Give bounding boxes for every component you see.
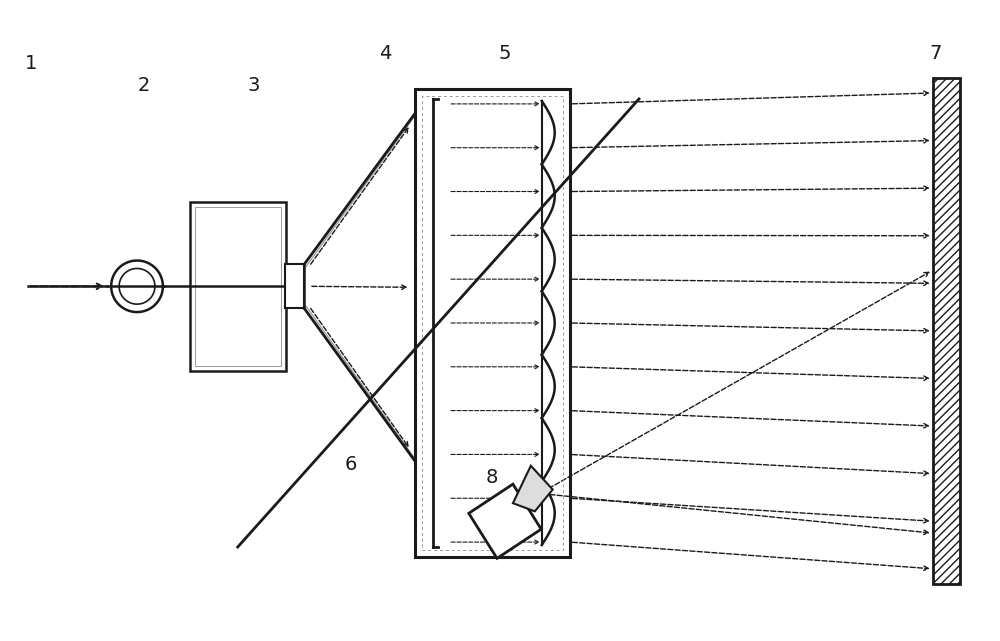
- Bar: [415, 89, 570, 557]
- Bar: [933, 78, 960, 584]
- Bar: [422, 96, 563, 550]
- Polygon shape: [469, 484, 541, 558]
- Text: 1: 1: [24, 54, 37, 72]
- Text: 6: 6: [345, 455, 357, 474]
- Text: 4: 4: [379, 44, 392, 63]
- Bar: [190, 202, 286, 370]
- Text: 7: 7: [929, 44, 942, 63]
- Bar: [195, 207, 281, 365]
- Text: 8: 8: [486, 468, 498, 487]
- Text: 5: 5: [499, 44, 511, 63]
- Polygon shape: [513, 466, 553, 512]
- Bar: [285, 265, 304, 308]
- Text: 2: 2: [138, 76, 150, 95]
- Text: 3: 3: [247, 76, 260, 95]
